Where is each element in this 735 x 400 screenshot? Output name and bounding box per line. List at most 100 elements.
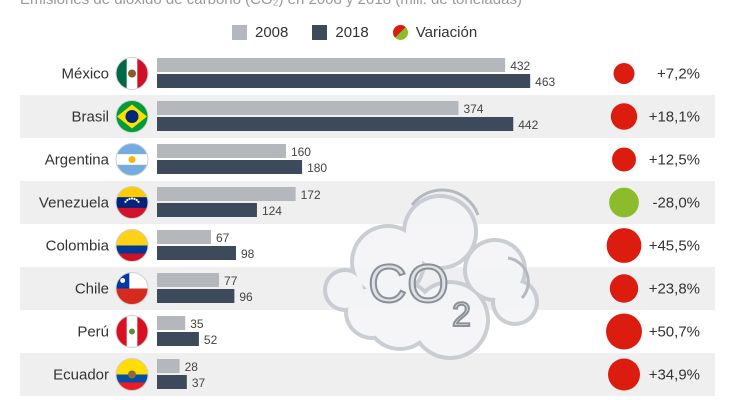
value-label-2018: 98	[241, 247, 255, 261]
variation-label: -28,0%	[652, 195, 700, 212]
value-label-2018: 180	[307, 161, 327, 175]
legend-swatch-2018	[312, 24, 328, 40]
legend-label-variacion: Variación	[415, 23, 478, 41]
variation-label: +12,5%	[649, 152, 700, 169]
flag-border	[115, 186, 149, 219]
flag-emblem	[128, 370, 136, 379]
variation-dot	[609, 187, 639, 218]
flag-stripe	[116, 253, 148, 262]
bar-2018	[157, 375, 187, 389]
flag-border	[115, 315, 149, 348]
flag-stripe	[116, 315, 128, 348]
flag-border	[115, 143, 149, 176]
flag-stripe	[116, 186, 148, 198]
value-label-2008: 374	[463, 102, 483, 116]
country-label: Argentina	[45, 152, 110, 169]
bar-2008	[157, 187, 296, 201]
bar-2018	[157, 289, 235, 303]
flag-border	[115, 358, 149, 391]
cloud-puff	[414, 284, 486, 356]
flag-star	[120, 278, 126, 283]
flag-star	[130, 197, 134, 200]
value-label-2008: 160	[291, 145, 311, 159]
bar-2018	[157, 117, 514, 131]
flag-border	[115, 229, 149, 262]
value-label-2008: 432	[510, 59, 530, 73]
bar-2018	[157, 246, 236, 260]
flag-stripe	[137, 57, 148, 90]
cloud-highlight	[410, 188, 480, 216]
cloud-puff	[354, 228, 422, 296]
flag-border	[115, 57, 149, 90]
flag-mexico-icon	[116, 57, 148, 90]
flag-stripe	[116, 197, 148, 209]
bar-2008	[157, 101, 459, 115]
bar-2008	[157, 144, 286, 158]
variation-dot	[612, 147, 636, 172]
flag-stripe	[116, 207, 148, 219]
cloud-highlight	[507, 256, 530, 300]
bar-2008	[157, 316, 186, 330]
variation-label: +7,2%	[657, 66, 700, 83]
value-label-2008: 35	[190, 317, 204, 331]
cloud-puff	[327, 272, 363, 308]
flag-ecuador-icon	[116, 358, 148, 391]
flag-star	[126, 198, 129, 202]
flag-stripe	[116, 374, 148, 383]
legend-item-2018: 2018	[312, 23, 369, 41]
variation-label: +18,1%	[649, 109, 700, 126]
variation-dot	[613, 63, 635, 84]
chart-subtitle: Emisiones de dióxido de carbono (CO₂) en…	[20, 0, 522, 8]
cloud-puff	[406, 198, 474, 266]
flag-stripe	[116, 382, 148, 391]
value-label-2018: 124	[262, 204, 282, 218]
flag-emblem	[128, 69, 136, 78]
bar-2008	[157, 58, 506, 72]
bar-2018	[157, 203, 257, 217]
flag-border	[115, 272, 149, 305]
legend-item-variacion: Variación	[392, 23, 478, 41]
value-label-2008: 28	[185, 360, 199, 374]
variation-dot	[606, 228, 642, 263]
variation-label: +34,9%	[649, 367, 700, 384]
flag-stripe	[116, 229, 148, 246]
flag-emblem	[129, 328, 135, 335]
cloud-puff	[368, 283, 432, 347]
flag-argentina-icon	[116, 143, 148, 176]
value-label-2008: 77	[224, 274, 238, 288]
legend-label-2018: 2018	[335, 23, 369, 41]
flag-stripe	[137, 315, 148, 348]
country-label: Ecuador	[53, 367, 109, 384]
bar-2008	[157, 359, 180, 373]
flag-sun	[128, 156, 136, 163]
value-label-2018: 442	[518, 118, 538, 132]
bar-2018	[157, 332, 199, 346]
legend-label-2008: 2008	[255, 23, 289, 41]
country-label: Brasil	[71, 109, 109, 126]
country-label: Colombia	[46, 238, 110, 255]
value-label-2018: 463	[535, 75, 555, 89]
value-label-2008: 67	[216, 231, 230, 245]
country-label: Chile	[75, 281, 109, 298]
value-label-2018: 52	[204, 333, 218, 347]
flag-globe	[125, 110, 139, 123]
flag-star	[128, 197, 131, 200]
flag-stripe	[116, 164, 148, 176]
co2-watermark-text: CO	[368, 254, 449, 314]
bar-2018	[157, 160, 303, 174]
variation-label: +50,7%	[649, 324, 700, 341]
bar-2008	[157, 230, 212, 244]
variation-dot	[610, 103, 638, 130]
bar-2018	[157, 74, 531, 88]
country-label: México	[61, 66, 109, 83]
flag-stripe	[116, 143, 148, 155]
flag-stripe	[116, 57, 128, 90]
flag-venezuela-icon	[116, 186, 148, 219]
variation-label: +45,5%	[649, 238, 700, 255]
flag-brasil-icon	[116, 100, 148, 133]
legend-swatch-variacion	[392, 24, 408, 40]
legend-swatch-2008	[232, 24, 247, 40]
flag-stripe	[116, 358, 148, 375]
variation-dot	[608, 358, 640, 391]
